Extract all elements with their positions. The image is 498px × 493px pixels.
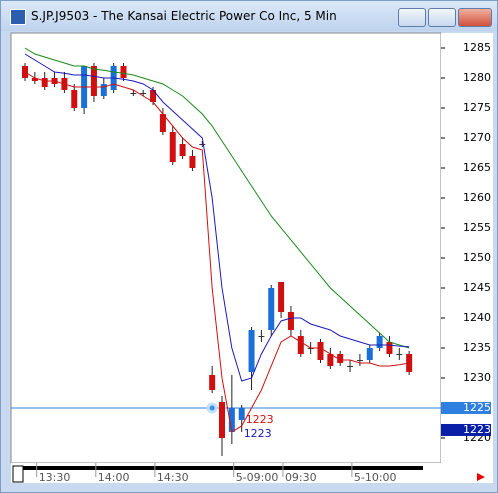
candle-body: [366, 347, 373, 360]
annotation: 1223: [246, 413, 274, 426]
candle-body: [297, 335, 304, 354]
window-title: S.JP.J9503 - The Kansai Electric Power C…: [31, 9, 337, 23]
candle-body: [120, 65, 127, 78]
candle-body: [278, 281, 285, 312]
candle-body: [376, 335, 383, 348]
price-marker-label: 1225: [463, 401, 491, 414]
moving-average-line: [24, 71, 410, 433]
candle-body: [150, 89, 157, 102]
price-marker-box: [441, 401, 491, 414]
annotation: 1223: [244, 427, 272, 440]
x-tick-label: 14:30: [157, 471, 189, 484]
y-tick-label: 1275: [463, 101, 491, 114]
moving-average-line: [24, 53, 410, 382]
app-icon: [10, 9, 26, 25]
x-tick-label: 5-09:00: [236, 471, 279, 484]
candle-body: [258, 335, 265, 337]
candle-body: [337, 353, 344, 363]
candle-body: [268, 287, 275, 330]
x-tick-label: 13:30: [39, 471, 71, 484]
candle-body: [169, 131, 176, 162]
y-tick-label: 1280: [463, 71, 491, 84]
candle-body: [347, 365, 354, 367]
candle-body: [100, 83, 107, 96]
candle-body: [41, 77, 48, 87]
candle-body: [209, 374, 216, 390]
close-button[interactable]: [458, 8, 492, 27]
y-tick-label: 1255: [463, 221, 491, 234]
candle-body: [189, 155, 196, 168]
candle-body: [199, 143, 206, 145]
y-tick-label: 1230: [463, 371, 491, 384]
candle-body: [90, 65, 97, 96]
candle-body: [287, 311, 294, 330]
candle-body: [248, 329, 255, 372]
candle-body: [386, 341, 393, 354]
candle-body: [327, 353, 334, 366]
y-tick-label: 1260: [463, 191, 491, 204]
candle-body: [228, 407, 235, 432]
y-tick-label: 1265: [463, 161, 491, 174]
y-tick-label: 1270: [463, 131, 491, 144]
y-tick-label: 1285: [463, 41, 491, 54]
price-marker-box: [441, 423, 491, 436]
candle-body: [22, 65, 28, 78]
scroll-thumb[interactable]: [12, 465, 24, 483]
price-marker-dot: [206, 402, 218, 414]
y-tick-label: 1240: [463, 311, 491, 324]
candle-body: [159, 113, 166, 132]
candle-body: [140, 92, 147, 94]
price-axis: [441, 33, 493, 463]
x-tick-label: 09:30: [285, 471, 317, 484]
moving-average-line: [24, 47, 410, 349]
scroll-right-arrow[interactable]: [477, 473, 485, 481]
chart: 1220122512301235124012451250125512601265…: [10, 32, 493, 484]
title-bar: S.JP.J9503 - The Kansai Electric Power C…: [1, 1, 497, 31]
maximize-button[interactable]: [428, 8, 456, 27]
x-tick-label: 5-10:00: [354, 471, 397, 484]
y-tick-label: 1245: [463, 281, 491, 294]
candle-body: [356, 359, 363, 361]
candle-body: [238, 407, 245, 420]
y-tick-label: 1235: [463, 341, 491, 354]
candle-body: [179, 143, 186, 156]
candle-body: [130, 92, 137, 94]
minimize-button[interactable]: [398, 8, 426, 27]
candle-body: [219, 401, 225, 438]
candle-body: [396, 353, 403, 355]
price-marker-label: 1223: [463, 423, 491, 436]
y-tick-label: 1250: [463, 251, 491, 264]
candle-body: [71, 89, 78, 108]
candle-body: [317, 341, 324, 360]
x-tick-label: 14:00: [98, 471, 130, 484]
candle-body: [31, 77, 38, 81]
scrollbar-track[interactable]: [13, 466, 423, 470]
